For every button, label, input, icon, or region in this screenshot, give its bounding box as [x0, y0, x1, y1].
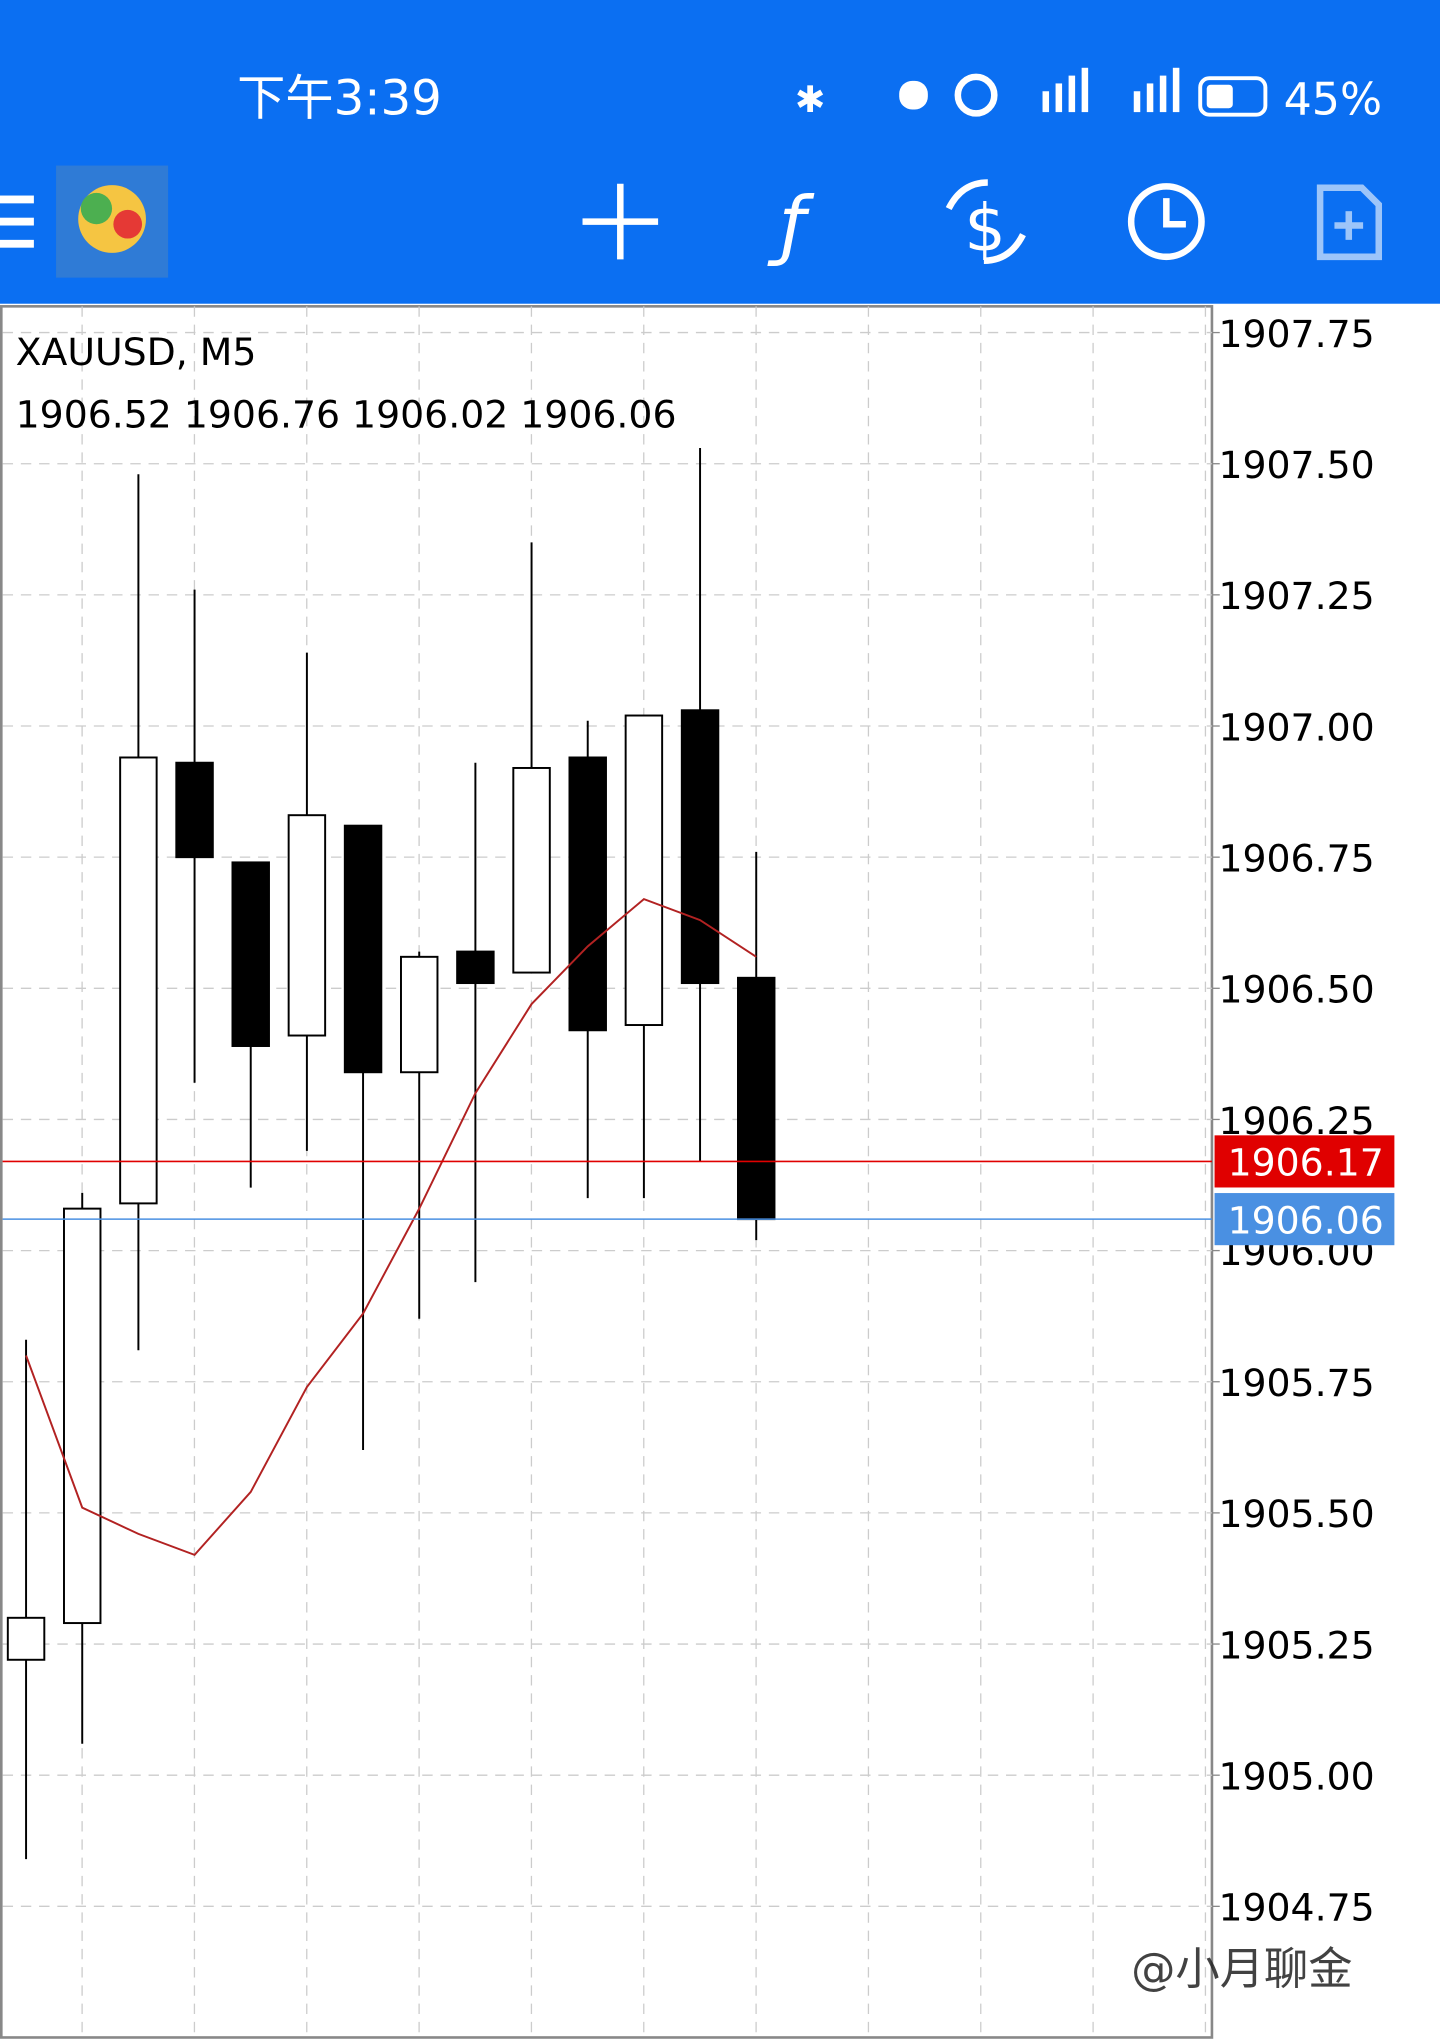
y-tick-label: 1905.00: [1218, 1755, 1374, 1799]
chart-title: XAUUSD, M5: [16, 330, 257, 374]
candle-body: [568, 756, 607, 1032]
candle-body: [737, 976, 776, 1221]
y-tick-label: 1907.25: [1218, 574, 1374, 618]
y-tick-label: 1906.75: [1218, 836, 1374, 880]
app-logo[interactable]: [56, 165, 169, 278]
y-tick-label: 1905.75: [1218, 1361, 1374, 1405]
svg-text:✱: ✱: [795, 78, 826, 121]
candle-body: [624, 714, 664, 1027]
bid-price-label: 1906.17: [1228, 1141, 1384, 1185]
ask-price-box: [1214, 1193, 1395, 1246]
moving-average: [25, 898, 757, 1557]
plot: [2, 306, 1212, 2038]
candle-body: [287, 814, 327, 1037]
y-tick-label: 1905.50: [1218, 1492, 1374, 1536]
ask-price-label: 1906.06: [1228, 1198, 1384, 1242]
crosshair-button[interactable]: [582, 183, 659, 260]
candle-body: [119, 756, 158, 1205]
candle-body: [400, 955, 439, 1074]
candle-body: [6, 1616, 46, 1661]
trade-button[interactable]: $: [945, 179, 1026, 267]
watermark: @小月聊金: [1131, 1944, 1352, 1995]
y-tick-label: 1907.75: [1218, 312, 1374, 356]
status-icons: ✱: [795, 67, 1268, 121]
ohlc-info: 1906.52 1906.76 1906.02 1906.06: [16, 393, 677, 437]
candle-body: [680, 709, 720, 985]
candle-body: [456, 950, 495, 985]
timeframe-button[interactable]: [1127, 183, 1205, 261]
app-header: [0, 0, 1440, 304]
candle-body: [175, 761, 214, 859]
templates-button[interactable]: [1316, 184, 1383, 261]
menu-button[interactable]: [0, 195, 34, 248]
y-tick-label: 1907.50: [1218, 443, 1374, 487]
clock: 下午3:39: [237, 71, 442, 127]
y-tick-label: 1905.25: [1218, 1623, 1374, 1667]
svg-text:$: $: [964, 191, 1005, 266]
candle-body: [512, 766, 551, 974]
y-tick-label: 1907.00: [1218, 705, 1374, 749]
battery-level: 45%: [1284, 75, 1382, 126]
y-tick-label: 1906.50: [1218, 968, 1374, 1012]
plot-frame: [0, 305, 1214, 2039]
bid-price-box: [1214, 1135, 1395, 1188]
candle-body: [63, 1207, 102, 1625]
y-tick-label: 1904.75: [1218, 1886, 1374, 1930]
candle-body: [343, 824, 383, 1074]
candle-body: [231, 861, 270, 1047]
